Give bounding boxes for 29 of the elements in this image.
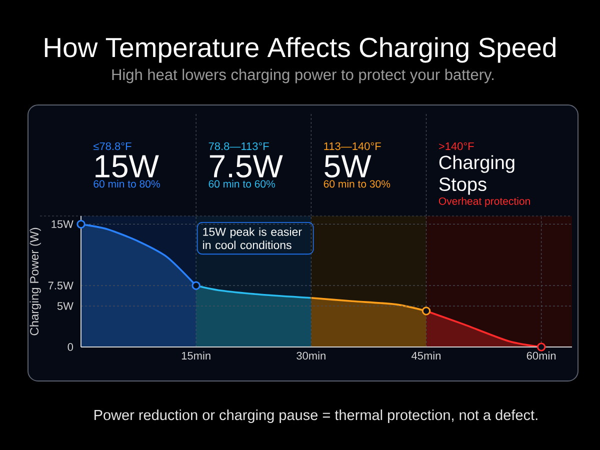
text: ≤78.8°F [94, 142, 132, 150]
text: 60 min to 30% [324, 180, 390, 188]
text: 7.5W [210, 155, 283, 178]
chart-title: How Temperature Affects Charging Speed [44, 37, 556, 63]
y-tick-label: 0 [68, 343, 74, 351]
text: >140°F [438, 142, 474, 150]
y-tick-label: 5W [57, 302, 74, 310]
point [76, 220, 86, 229]
x-tick-label: 60min [526, 352, 556, 360]
text: Power reduction or charging pause = thermal protection, not a defect. [94, 409, 538, 424]
x-tick-label: 30min [296, 352, 326, 360]
y-tick-label: 7.5W [48, 282, 74, 290]
y-axis-title: Charging Power (W) [30, 228, 41, 336]
text: 113—140°F [324, 142, 381, 150]
text: Charging Stops [439, 155, 514, 195]
point [192, 281, 200, 290]
point [422, 306, 431, 316]
text: Overheat protection [438, 197, 530, 207]
text: 15W [96, 155, 159, 178]
point [536, 342, 546, 352]
text: 60 min to 60% [208, 180, 276, 188]
x-tick-label: 45min [412, 352, 440, 360]
chart-subtitle: High heat lowers charging power to protect your battery. [112, 68, 494, 84]
annotation: 15W peak is easier in cool conditions [203, 227, 302, 250]
x-tick-label: 15min [182, 352, 210, 360]
y-tick-label: 15W [52, 220, 74, 228]
text: 5W [324, 155, 372, 178]
text: 60 min to 80% [94, 180, 160, 188]
text: 78.8—113°F [208, 142, 269, 150]
